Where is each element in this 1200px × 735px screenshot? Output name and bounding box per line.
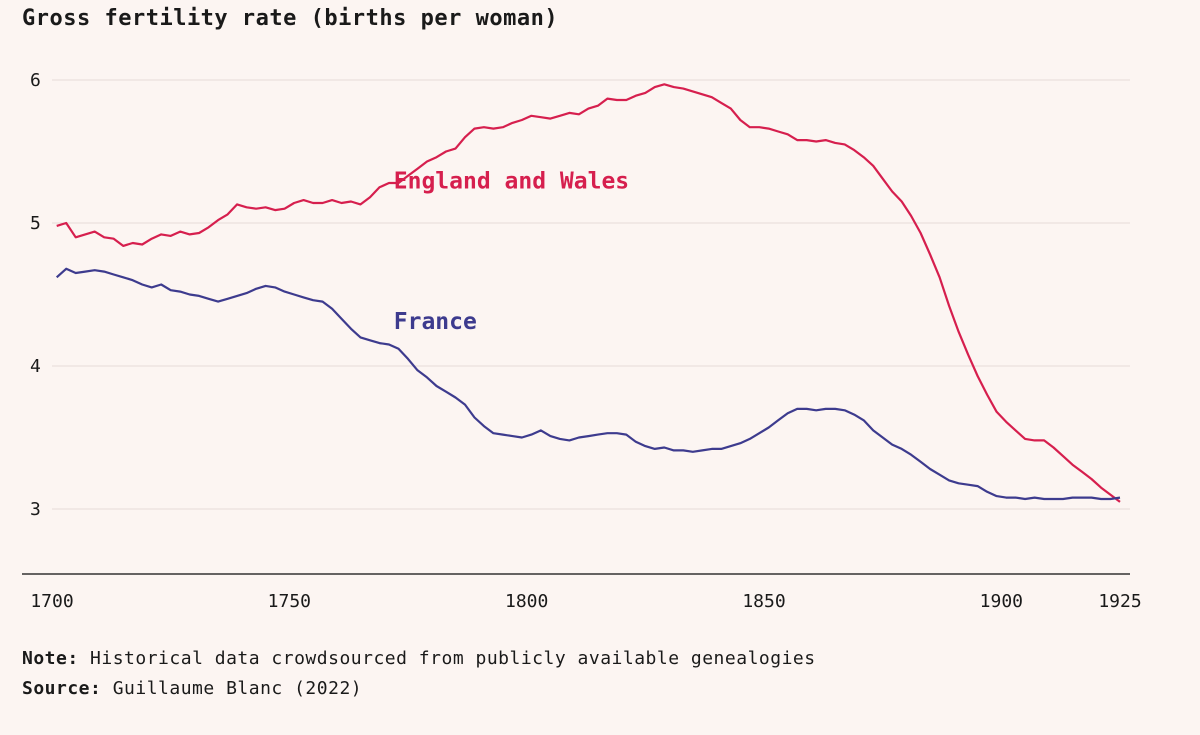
y-tick-label-6: 6 bbox=[30, 70, 41, 91]
gridlines bbox=[52, 79, 1130, 510]
note-text: Historical data crowdsourced from public… bbox=[90, 648, 816, 669]
y-tick-label-5: 5 bbox=[30, 213, 41, 234]
x-tick-label-1925: 1925 bbox=[1098, 591, 1141, 612]
series-line-france bbox=[55, 267, 1121, 501]
x-tick-label-1900: 1900 bbox=[980, 591, 1023, 612]
series-label-france: France bbox=[394, 309, 477, 335]
series-line-england-and-wales bbox=[56, 83, 1121, 503]
source-text: Guillaume Blanc (2022) bbox=[112, 678, 363, 699]
source-label: Source: bbox=[22, 678, 102, 699]
line-chart: 3 4 5 6 1700 1750 1800 1850 1900 1925 England an… bbox=[22, 70, 1142, 612]
y-tick-label-4: 4 bbox=[30, 356, 41, 377]
chart-note: Note: Historical data crowdsourced from … bbox=[22, 648, 816, 669]
series-label-england-and-wales: England and Wales bbox=[394, 169, 629, 195]
y-axis-ticks: 3 4 5 6 bbox=[30, 70, 41, 520]
series-labels: England and Wales France bbox=[394, 169, 629, 335]
note-label: Note: bbox=[22, 648, 79, 669]
x-tick-label-1850: 1850 bbox=[742, 591, 785, 612]
series-lines bbox=[55, 83, 1121, 503]
chart-title: Gross fertility rate (births per woman) bbox=[22, 6, 559, 31]
x-axis-ticks: 1700 1750 1800 1850 1900 1925 bbox=[30, 591, 1141, 612]
x-tick-label-1750: 1750 bbox=[268, 591, 311, 612]
x-tick-label-1700: 1700 bbox=[30, 591, 73, 612]
chart-source: Source: Guillaume Blanc (2022) bbox=[22, 678, 362, 699]
x-tick-label-1800: 1800 bbox=[505, 591, 548, 612]
y-tick-label-3: 3 bbox=[30, 499, 41, 520]
